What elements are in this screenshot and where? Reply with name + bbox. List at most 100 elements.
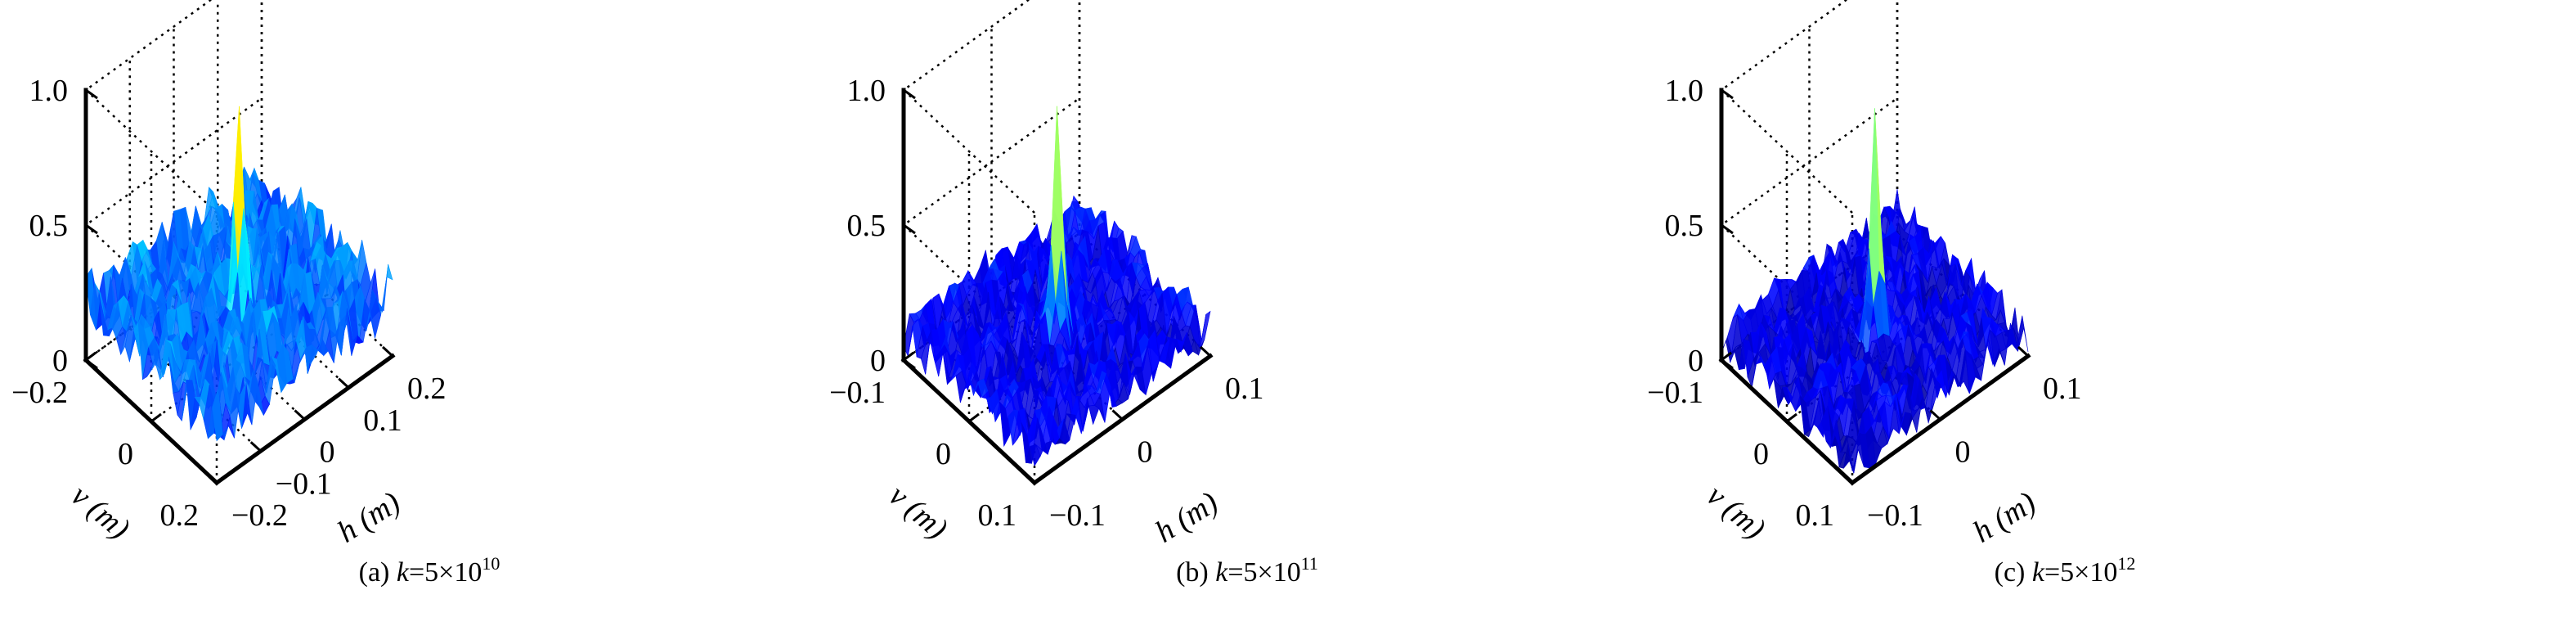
z-tick-label: 0 [52, 344, 68, 378]
panel-a: 0 0.5 1.0 0.2 0 −0.2 −0.2 −0.1 0 0.1 0.2 v (m) h (m)… [0, 0, 859, 617]
z-tick [903, 88, 916, 100]
v-tick-label: −0.1 [1647, 376, 1703, 410]
v-axis-label: v (m) [882, 478, 954, 546]
caption-prefix: (b) [1176, 557, 1209, 588]
caption-exponent: 11 [1300, 553, 1318, 574]
v-tick [968, 412, 980, 423]
z-tick-label: 0.5 [1665, 209, 1704, 243]
z-tick [903, 223, 916, 235]
caption-mantissa: 5×10 [424, 557, 482, 588]
z-tick [1721, 88, 1734, 100]
z-tick [903, 358, 916, 370]
surface-plot-c: 00.51.00.10−0.1−0.100.1v (m) h (m) [1647, 0, 2082, 550]
v-axis-label: v (m) [65, 478, 137, 546]
caption-exponent: 12 [2117, 553, 2136, 574]
surface [1721, 108, 2029, 474]
z-gridline [1720, 0, 1853, 214]
v-tick-label: −0.1 [829, 376, 886, 410]
v-tick [1851, 474, 1863, 484]
surface-patch [1847, 444, 1859, 474]
surface-patch [1030, 444, 1041, 467]
surface-patch [212, 388, 223, 442]
v-tick-label: 0.1 [1796, 498, 1835, 533]
z-tick-label: 1.0 [847, 74, 886, 108]
z-tick [85, 358, 98, 370]
h-tick-label: −0.1 [1049, 498, 1106, 533]
caption-equals: = [1227, 557, 1244, 588]
h-tick-label: −0.2 [231, 498, 288, 533]
h-tick-label: 0.2 [407, 372, 447, 406]
z-tick-label: 0 [870, 344, 886, 378]
caption-a: (a) k=5×1010 [0, 553, 859, 589]
panel-c: 0 0.5 1.0 0.1 0 −0.1 −0.1 0 0.1 v (m) h (m) (c) k=… [1636, 0, 2494, 617]
v-tick-label: 0.2 [160, 498, 200, 533]
caption-exponent: 10 [482, 553, 500, 574]
h-tick [1199, 345, 1212, 358]
z-tick [1721, 358, 1734, 370]
v-tick-label: −0.2 [11, 376, 68, 410]
h-axis-label: h (m) [1150, 485, 1224, 550]
h-tick [338, 377, 350, 389]
z-tick-label: 1.0 [29, 74, 69, 108]
z-tick-label: 1.0 [1665, 74, 1704, 108]
surface-plot-a: 00.51.00.20−0.2−0.2−0.100.10.2v (m) h (m) [11, 0, 447, 550]
caption-mantissa: 5×10 [1243, 557, 1301, 588]
caption-equals: = [2044, 557, 2061, 588]
v-tick [1034, 474, 1045, 484]
v-axis-label: v (m) [1700, 478, 1772, 546]
caption-k: k [2031, 557, 2044, 588]
v-tick [1721, 351, 1732, 362]
panel-b: 0 0.5 1.0 0.1 0 −0.1 −0.1 0 0.1 v (m) h (m) (b) k=… [818, 0, 1676, 617]
h-tick-label: 0 [1138, 435, 1153, 470]
surface-plot-b: 00.51.00.10−0.1−0.100.1v (m) h (m) [829, 0, 1264, 550]
v-tick [150, 412, 162, 423]
h-tick-label: 0.1 [1225, 372, 1264, 406]
h-tick [1841, 472, 1854, 484]
h-tick [2017, 345, 2030, 358]
caption-k: k [1215, 557, 1228, 588]
h-axis-label: h (m) [332, 485, 406, 550]
h-tick [294, 409, 306, 421]
z-tick [85, 223, 98, 235]
h-tick-label: 0 [1955, 435, 1971, 470]
h-tick-label: 0 [320, 435, 335, 470]
v-tick-label: 0 [936, 437, 951, 471]
z-tick-label: 0.5 [29, 209, 69, 243]
z-gridline [902, 0, 1035, 214]
h-tick-label: 0.1 [2043, 372, 2082, 406]
v-tick [903, 351, 914, 362]
h-tick [1929, 409, 1941, 421]
h-tick [381, 345, 394, 358]
h-axis-line [1031, 353, 1214, 486]
surface [85, 106, 393, 442]
v-tick [1786, 412, 1797, 423]
caption-prefix: (a) [358, 557, 390, 588]
v-tick-label: 0 [118, 437, 133, 471]
z-tick-label: 0 [1688, 344, 1703, 378]
h-tick [205, 472, 218, 484]
h-tick-label: −0.1 [276, 466, 332, 501]
h-tick [1111, 409, 1124, 421]
h-tick-label: −0.1 [1867, 498, 1923, 533]
caption-k: k [396, 557, 409, 588]
h-axis-line [213, 353, 396, 486]
caption-prefix: (c) [1994, 557, 2026, 588]
v-tick-label: 0 [1753, 437, 1769, 471]
caption-b: (b) k=5×1011 [818, 553, 1676, 589]
caption-equals: = [408, 557, 425, 588]
v-tick-label: 0.1 [978, 498, 1017, 533]
surface [903, 106, 1211, 467]
caption-c: (c) k=5×1012 [1636, 553, 2494, 589]
h-tick-label: 0.1 [363, 403, 402, 438]
z-tick [1721, 223, 1734, 235]
h-tick [249, 441, 262, 453]
h-axis-label: h (m) [1968, 485, 2042, 550]
surface-patch [1088, 405, 1100, 426]
v-tick [216, 474, 227, 484]
v-tick [85, 351, 96, 362]
h-tick [1023, 472, 1036, 484]
surface-patch [1200, 310, 1211, 349]
h-axis-line [1849, 353, 2031, 486]
caption-mantissa: 5×10 [2060, 557, 2118, 588]
